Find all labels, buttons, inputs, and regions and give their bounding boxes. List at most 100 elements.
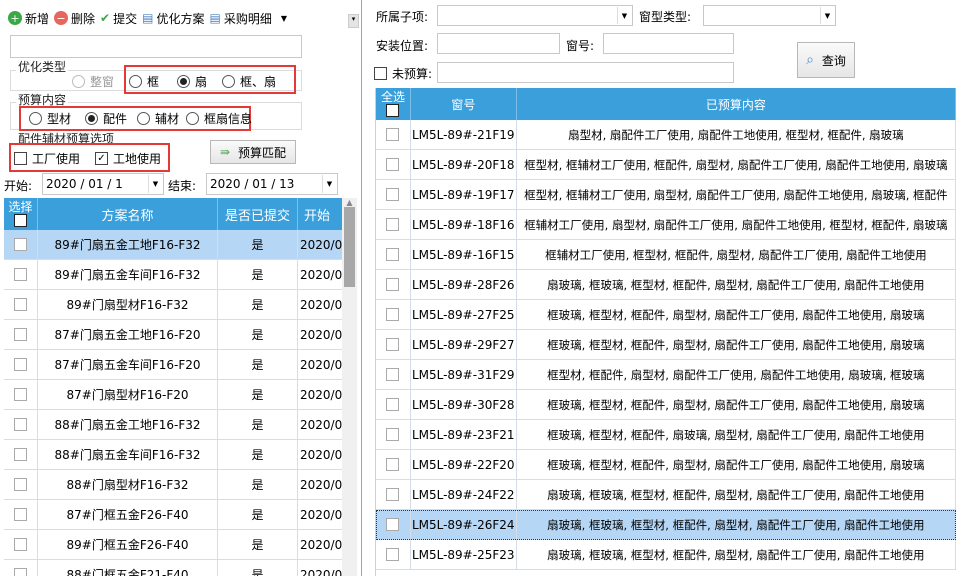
toolbar-dropdown-icon[interactable]: ▼: [280, 13, 287, 23]
optimize-plan-button[interactable]: ▤ 优化方案: [142, 11, 205, 26]
radio-sash[interactable]: 扇: [177, 73, 207, 90]
unbudgeted-input[interactable]: [437, 62, 734, 83]
row-checkbox[interactable]: [14, 568, 27, 576]
table-row[interactable]: 88#门扇型材F16-F32 是 2020/0: [4, 470, 342, 500]
radio-frame-sash[interactable]: 框、扇: [222, 73, 276, 90]
location-input[interactable]: [437, 33, 560, 54]
row-checkbox[interactable]: [14, 418, 27, 431]
row-checkbox[interactable]: [14, 388, 27, 401]
row-checkbox[interactable]: [386, 428, 400, 441]
table-row[interactable]: 87#门扇五金车间F16-F20 是 2020/0: [4, 350, 342, 380]
row-select-cell[interactable]: [376, 300, 411, 329]
row-checkbox[interactable]: [386, 338, 400, 351]
row-select-cell[interactable]: [376, 330, 411, 359]
row-checkbox[interactable]: [386, 188, 400, 201]
row-checkbox[interactable]: [386, 278, 400, 291]
end-date-picker[interactable]: 2020 / 01 / 13 ▼: [206, 173, 338, 195]
table-row[interactable]: 87#门扇型材F16-F20 是 2020/0: [4, 380, 342, 410]
row-select-cell[interactable]: [4, 320, 38, 349]
row-checkbox[interactable]: [14, 298, 27, 311]
table-row[interactable]: LM5L-89#-23F21 框玻璃, 框型材, 框配件, 扇玻璃, 扇型材, 扇…: [376, 420, 956, 450]
row-checkbox[interactable]: [386, 548, 400, 561]
row-select-cell[interactable]: [4, 410, 38, 439]
start-date-picker[interactable]: 2020 / 01 / 1 ▼: [42, 173, 164, 195]
table-row[interactable]: 89#门扇五金车间F16-F32 是 2020/0: [4, 260, 342, 290]
table-row[interactable]: LM5L-89#-22F20 框玻璃, 框型材, 框配件, 扇型材, 扇配件工厂使…: [376, 450, 956, 480]
header-start[interactable]: 开始: [304, 208, 331, 224]
row-select-cell[interactable]: [376, 150, 411, 179]
chevron-down-icon[interactable]: ▼: [617, 7, 631, 24]
radio-frame-sash-info[interactable]: 框扇信息: [186, 110, 252, 127]
table-row[interactable]: LM5L-89#-29F27 框玻璃, 框型材, 框配件, 扇型材, 扇配件工厂使…: [376, 330, 956, 360]
row-select-cell[interactable]: [4, 260, 38, 289]
select-all-header[interactable]: 选择: [4, 198, 38, 230]
table-row[interactable]: LM5L-89#-25F23 扇玻璃, 框玻璃, 框型材, 框配件, 扇型材, 扇…: [376, 540, 956, 570]
table-row[interactable]: LM5L-89#-24F22 扇玻璃, 框玻璃, 框型材, 框配件, 扇型材, 扇…: [376, 480, 956, 510]
table-row[interactable]: 89#门框五金F26-F40 是 2020/0: [4, 530, 342, 560]
row-select-cell[interactable]: [376, 390, 411, 419]
row-select-cell[interactable]: [376, 450, 411, 479]
table-row[interactable]: 89#门扇五金工地F16-F32 是 2020/0: [4, 230, 342, 260]
row-select-cell[interactable]: [4, 290, 38, 319]
add-button[interactable]: + 新增: [8, 10, 49, 27]
row-checkbox[interactable]: [14, 478, 27, 491]
row-checkbox[interactable]: [14, 328, 27, 341]
row-select-cell[interactable]: [376, 420, 411, 449]
subitem-select[interactable]: ▼: [437, 5, 633, 26]
table-row[interactable]: LM5L-89#-28F26 扇玻璃, 框玻璃, 框型材, 框配件, 扇型材, 扇…: [376, 270, 956, 300]
row-select-cell[interactable]: [4, 440, 38, 469]
table-row[interactable]: LM5L-89#-27F25 框玻璃, 框型材, 框配件, 扇型材, 扇配件工厂使…: [376, 300, 956, 330]
window-no-input[interactable]: [603, 33, 734, 54]
row-select-cell[interactable]: [376, 480, 411, 509]
submit-button[interactable]: ✔ 提交: [100, 11, 138, 26]
row-select-cell[interactable]: [376, 270, 411, 299]
delete-button[interactable]: − 删除: [54, 10, 95, 27]
window-type-select[interactable]: ▼: [703, 5, 836, 26]
row-checkbox[interactable]: [386, 248, 400, 261]
row-checkbox[interactable]: [386, 128, 400, 141]
row-select-cell[interactable]: [4, 500, 38, 529]
table-row[interactable]: LM5L-89#-30F28 框玻璃, 框型材, 框配件, 扇型材, 扇配件工厂使…: [376, 390, 956, 420]
table-row[interactable]: 87#门框五金F26-F40 是 2020/0: [4, 500, 342, 530]
row-select-cell[interactable]: [4, 380, 38, 409]
table-row[interactable]: LM5L-89#-26F24 扇玻璃, 框玻璃, 框型材, 框配件, 扇型材, 扇…: [376, 510, 956, 540]
chevron-down-icon[interactable]: ▼: [322, 175, 336, 193]
row-checkbox[interactable]: [14, 538, 27, 551]
header-plan-name[interactable]: 方案名称: [38, 198, 218, 230]
row-select-cell[interactable]: [4, 530, 38, 559]
radio-whole-window[interactable]: 整窗: [72, 73, 114, 90]
row-select-cell[interactable]: [376, 180, 411, 209]
radio-auxiliary[interactable]: 辅材: [137, 110, 179, 127]
select-all-header[interactable]: 全选: [376, 88, 411, 120]
header-window-no[interactable]: 窗号: [411, 88, 517, 120]
chevron-down-icon[interactable]: ▼: [148, 175, 162, 193]
table-row[interactable]: 89#门扇型材F16-F32 是 2020/0: [4, 290, 342, 320]
row-select-cell[interactable]: [376, 210, 411, 239]
row-select-cell[interactable]: [376, 360, 411, 389]
row-checkbox[interactable]: [386, 398, 400, 411]
radio-profile[interactable]: 型材: [29, 110, 71, 127]
row-select-cell[interactable]: [4, 230, 38, 259]
header-budgeted-content[interactable]: 已预算内容: [517, 88, 956, 120]
plan-name-input[interactable]: [10, 35, 302, 58]
budget-match-button[interactable]: ⇛ 预算匹配: [210, 140, 296, 164]
table-row[interactable]: LM5L-89#-16F15 框辅材工厂使用, 框型材, 框配件, 扇型材, 扇配…: [376, 240, 956, 270]
row-select-cell[interactable]: [4, 470, 38, 499]
row-checkbox[interactable]: [386, 488, 400, 501]
table-row[interactable]: LM5L-89#-18F16 框辅材工厂使用, 扇型材, 扇配件工厂使用, 扇配件…: [376, 210, 956, 240]
table-row[interactable]: 88#门框五金F21-F40 是 2020/0: [4, 560, 342, 576]
site-use-checkbox[interactable]: ✓ 工地使用: [95, 150, 161, 167]
row-checkbox[interactable]: [386, 158, 400, 171]
row-select-cell[interactable]: [4, 350, 38, 379]
table-row[interactable]: 87#门扇五金工地F16-F20 是 2020/0: [4, 320, 342, 350]
table-row[interactable]: LM5L-89#-20F18 框型材, 框辅材工厂使用, 框配件, 扇型材, 扇配…: [376, 150, 956, 180]
scrollbar-thumb[interactable]: [344, 207, 355, 287]
table-row[interactable]: 88#门扇五金工地F16-F32 是 2020/0: [4, 410, 342, 440]
purchase-detail-button[interactable]: ▤ 采购明细: [209, 11, 272, 26]
chevron-down-icon[interactable]: ▼: [820, 7, 834, 24]
row-checkbox[interactable]: [386, 458, 400, 471]
table-row[interactable]: 88#门扇五金车间F16-F32 是 2020/0: [4, 440, 342, 470]
row-checkbox[interactable]: [386, 368, 400, 381]
header-submitted[interactable]: 是否已提交: [218, 198, 298, 230]
query-button[interactable]: ⌕ 查询: [797, 42, 855, 78]
